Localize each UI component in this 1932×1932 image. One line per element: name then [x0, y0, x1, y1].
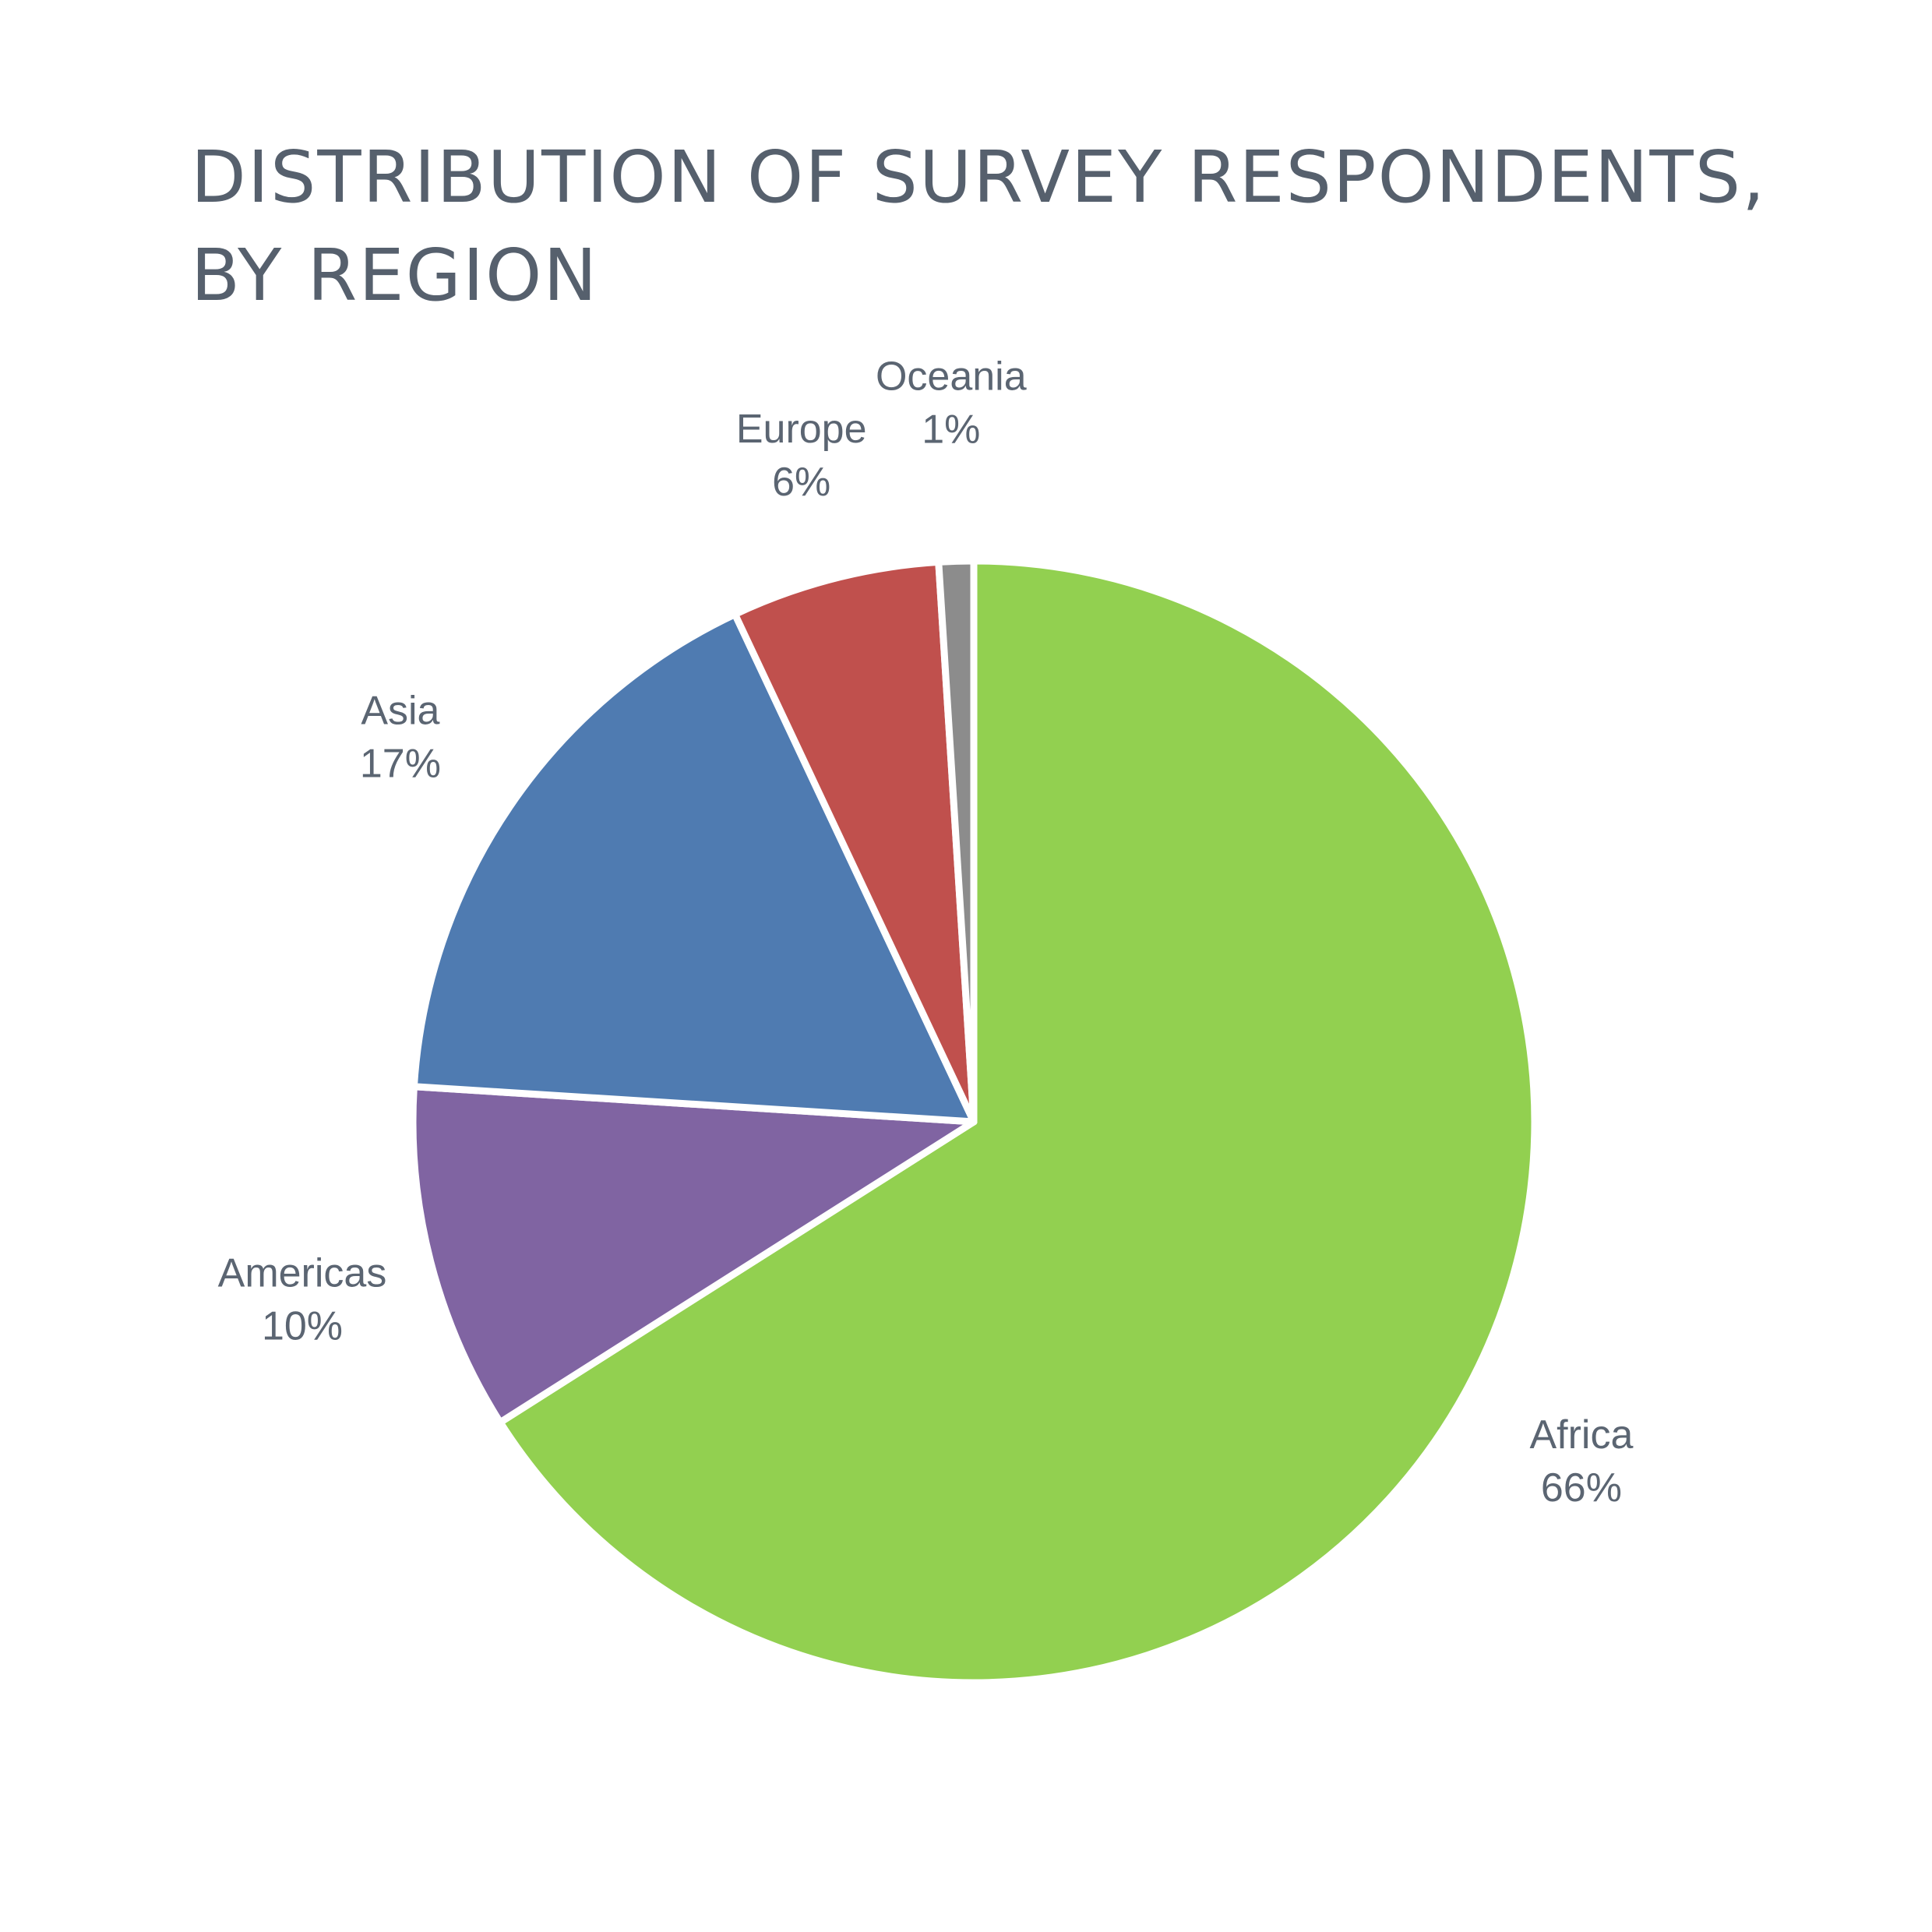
pie-label-americas: Americas 10% [218, 1250, 387, 1349]
pie-slice-americas [409, 1083, 978, 1426]
pie-label-name: Americas [218, 1250, 387, 1296]
pie-label-value: 6% [772, 460, 830, 505]
pie-label-asia: Asia 17% [360, 689, 441, 787]
pie-slice-europe [731, 558, 978, 1126]
pie-slice-asia [410, 611, 978, 1126]
pie-label-name: Europe [736, 407, 867, 452]
pie-slice-africa [496, 557, 1539, 1687]
chart-title: DISTRIBUTION OF SURVEY RESPONDENTS, BY R… [191, 136, 1767, 317]
pie-labels: Africa 66% Americas 10% Asia 17% Europe 6% Ocean… [218, 354, 1634, 1511]
pie-label-name: Asia [361, 689, 439, 734]
pie-label-value: 10% [262, 1303, 343, 1349]
pie-label-value: 1% [922, 407, 980, 453]
pie-label-value: 66% [1541, 1465, 1622, 1511]
pie-label-name: Africa [1529, 1412, 1633, 1458]
pie-slice-oceania [935, 557, 978, 1126]
pie-label-name: Oceania [876, 354, 1027, 400]
pie-label-oceania: Oceania 1% [876, 354, 1027, 453]
pie-label-africa: Africa 66% [1529, 1412, 1633, 1511]
pie-slices [409, 557, 1539, 1687]
pie-label-europe: Europe 6% [736, 407, 867, 505]
pie-label-value: 17% [360, 742, 441, 787]
